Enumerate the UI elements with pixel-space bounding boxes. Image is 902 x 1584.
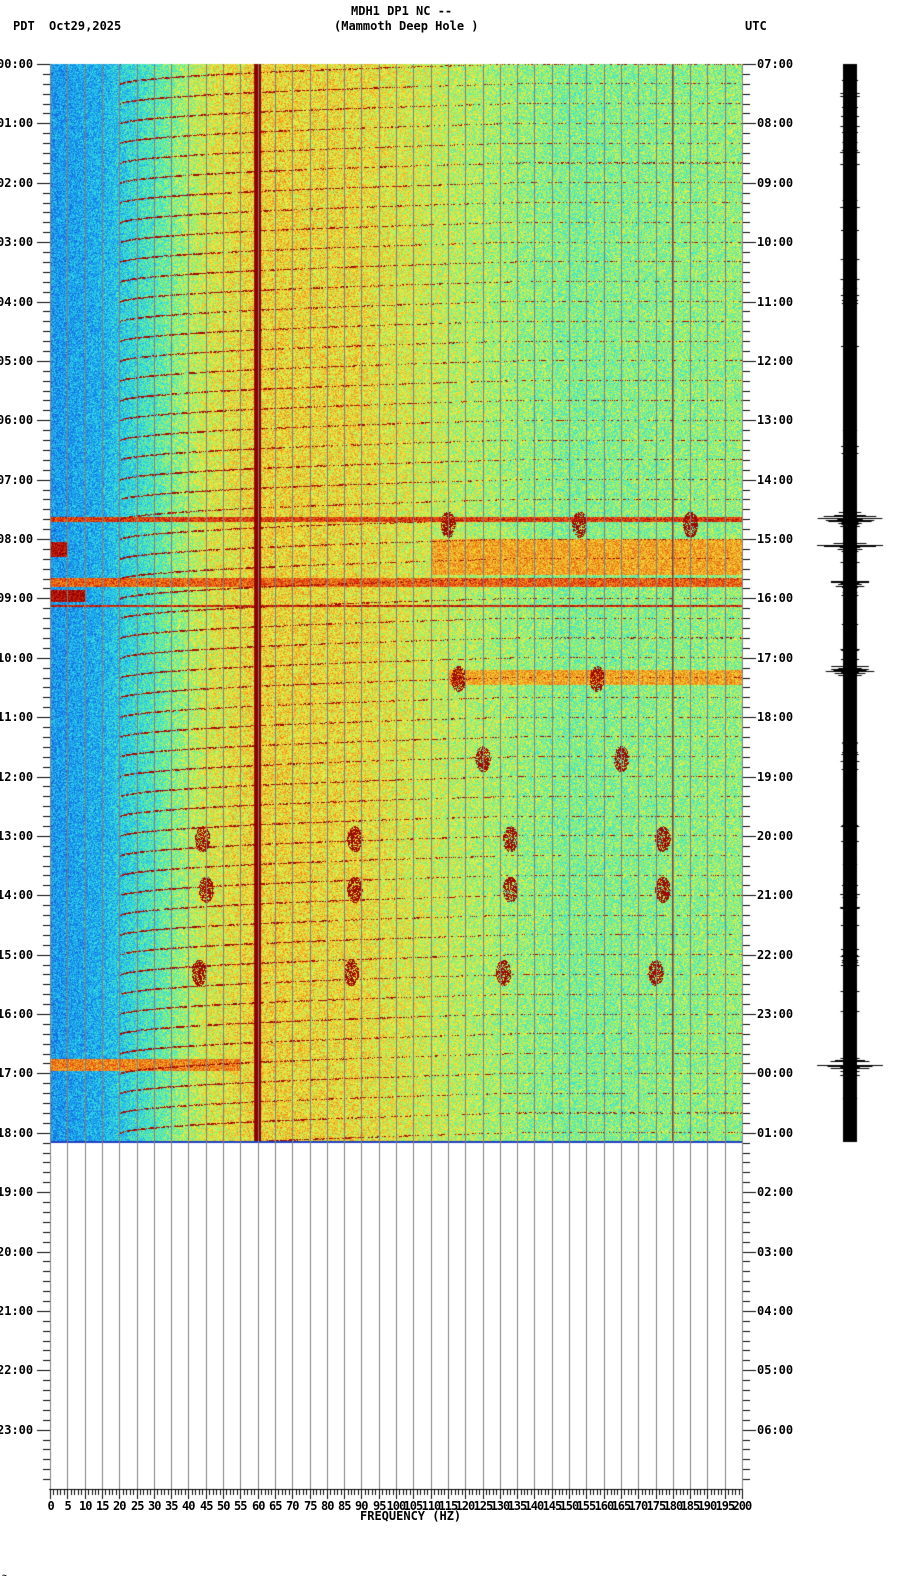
frequency-tick-label: 120 [455, 1499, 476, 1513]
frequency-tick-label: 175 [646, 1499, 667, 1513]
frequency-tick-label: 60 [252, 1499, 265, 1513]
frequency-tick-label: 135 [507, 1499, 528, 1513]
left-time-tick-label: 05:00 [0, 354, 34, 368]
left-time-tick-label: 14:00 [0, 888, 34, 902]
right-time-tick-label: 02:00 [757, 1185, 794, 1199]
frequency-tick-label: 20 [113, 1499, 126, 1513]
left-time-tick-label: 19:00 [0, 1185, 34, 1199]
right-time-tick-label: 01:00 [757, 1126, 794, 1140]
frequency-tick-label: 45 [200, 1499, 213, 1513]
right-time-tick-label: 15:00 [757, 532, 794, 546]
left-time-tick-label: 20:00 [0, 1245, 34, 1259]
left-time-tick-label: 23:00 [0, 1423, 34, 1437]
left-time-tick-label: 00:00 [0, 57, 34, 71]
right-time-tick-label: 21:00 [757, 888, 794, 902]
site-name: (Mammoth Deep Hole ) [334, 19, 479, 33]
left-time-tick-label: 07:00 [0, 473, 34, 487]
right-time-tick-label: 13:00 [757, 413, 794, 427]
frequency-tick-label: 140 [524, 1499, 545, 1513]
right-time-tick-label: 05:00 [757, 1363, 794, 1377]
frequency-tick-label: 165 [611, 1499, 632, 1513]
frequency-tick-label: 170 [628, 1499, 649, 1513]
left-time-tick-label: 18:00 [0, 1126, 34, 1140]
frequency-tick-label: 55 [234, 1499, 247, 1513]
frequency-tick-label: 35 [165, 1499, 178, 1513]
right-time-tick-label: 04:00 [757, 1304, 794, 1318]
left-time-tick-label: 13:00 [0, 829, 34, 843]
frequency-tick-label: 85 [338, 1499, 351, 1513]
right-time-tick-label: 14:00 [757, 473, 794, 487]
left-time-tick-label: 01:00 [0, 116, 34, 130]
right-time-tick-label: 11:00 [757, 295, 794, 309]
right-time-tick-label: 12:00 [757, 354, 794, 368]
frequency-tick-label: 95 [373, 1499, 386, 1513]
left-timezone-label: PDT [13, 19, 35, 33]
frequency-tick-label: 145 [542, 1499, 563, 1513]
frequency-tick-label: 180 [663, 1499, 684, 1513]
left-time-tick-label: 09:00 [0, 591, 34, 605]
left-time-tick-label: 21:00 [0, 1304, 34, 1318]
left-time-tick-label: 04:00 [0, 295, 34, 309]
right-time-tick-label: 06:00 [757, 1423, 794, 1437]
frequency-tick-label: 5 [64, 1499, 72, 1513]
frequency-tick-label: 105 [403, 1499, 424, 1513]
frequency-tick-label: 185 [680, 1499, 701, 1513]
station-title: MDH1 DP1 NC -- [351, 4, 453, 18]
left-time-tick-label: 11:00 [0, 710, 34, 724]
right-time-tick-label: 19:00 [757, 770, 794, 784]
left-time-tick-label: 15:00 [0, 948, 34, 962]
left-time-tick-label: 03:00 [0, 235, 34, 249]
frequency-tick-label: 70 [286, 1499, 299, 1513]
footer-mark: ~ [2, 1571, 7, 1580]
right-time-tick-label: 10:00 [757, 235, 794, 249]
frequency-tick-label: 100 [386, 1499, 407, 1513]
frequency-tick-label: 15 [96, 1499, 109, 1513]
left-time-tick-label: 02:00 [0, 176, 34, 190]
frequency-tick-label: 160 [594, 1499, 615, 1513]
frequency-tick-label: 125 [473, 1499, 494, 1513]
x-axis-title: FREQUENCY (HZ) [360, 1509, 462, 1523]
frequency-tick-label: 75 [304, 1499, 317, 1513]
left-time-tick-label: 06:00 [0, 413, 34, 427]
frequency-tick-label: 0 [47, 1499, 55, 1513]
frequency-tick-label: 40 [182, 1499, 195, 1513]
frequency-tick-label: 155 [576, 1499, 597, 1513]
frequency-tick-label: 150 [559, 1499, 580, 1513]
left-time-tick-label: 22:00 [0, 1363, 34, 1377]
right-time-tick-label: 03:00 [757, 1245, 794, 1259]
left-time-tick-label: 08:00 [0, 532, 34, 546]
frequency-tick-label: 200 [732, 1499, 753, 1513]
left-time-tick-label: 12:00 [0, 770, 34, 784]
right-time-tick-label: 09:00 [757, 176, 794, 190]
frequency-tick-label: 130 [490, 1499, 511, 1513]
frequency-tick-label: 90 [355, 1499, 368, 1513]
right-time-tick-label: 00:00 [757, 1066, 794, 1080]
frequency-tick-label: 80 [321, 1499, 334, 1513]
right-time-tick-label: 08:00 [757, 116, 794, 130]
right-time-tick-label: 16:00 [757, 591, 794, 605]
right-time-tick-label: 17:00 [757, 651, 794, 665]
date-label: Oct29,2025 [49, 19, 122, 33]
frequency-tick-label: 10 [79, 1499, 92, 1513]
frequency-tick-label: 190 [697, 1499, 718, 1513]
left-time-tick-label: 16:00 [0, 1007, 34, 1021]
right-time-tick-label: 23:00 [757, 1007, 794, 1021]
right-time-tick-label: 18:00 [757, 710, 794, 724]
frequency-tick-label: 115 [438, 1499, 459, 1513]
frequency-tick-label: 110 [421, 1499, 442, 1513]
frequency-tick-label: 30 [148, 1499, 161, 1513]
frequency-tick-label: 65 [269, 1499, 282, 1513]
right-timezone-label: UTC [745, 19, 767, 33]
frequency-tick-label: 50 [217, 1499, 230, 1513]
right-time-tick-label: 22:00 [757, 948, 794, 962]
right-time-tick-label: 20:00 [757, 829, 794, 843]
frequency-tick-label: 195 [715, 1499, 736, 1513]
left-time-tick-label: 17:00 [0, 1066, 34, 1080]
right-time-tick-label: 07:00 [757, 57, 794, 71]
frequency-tick-label: 25 [131, 1499, 144, 1513]
left-time-tick-label: 10:00 [0, 651, 34, 665]
